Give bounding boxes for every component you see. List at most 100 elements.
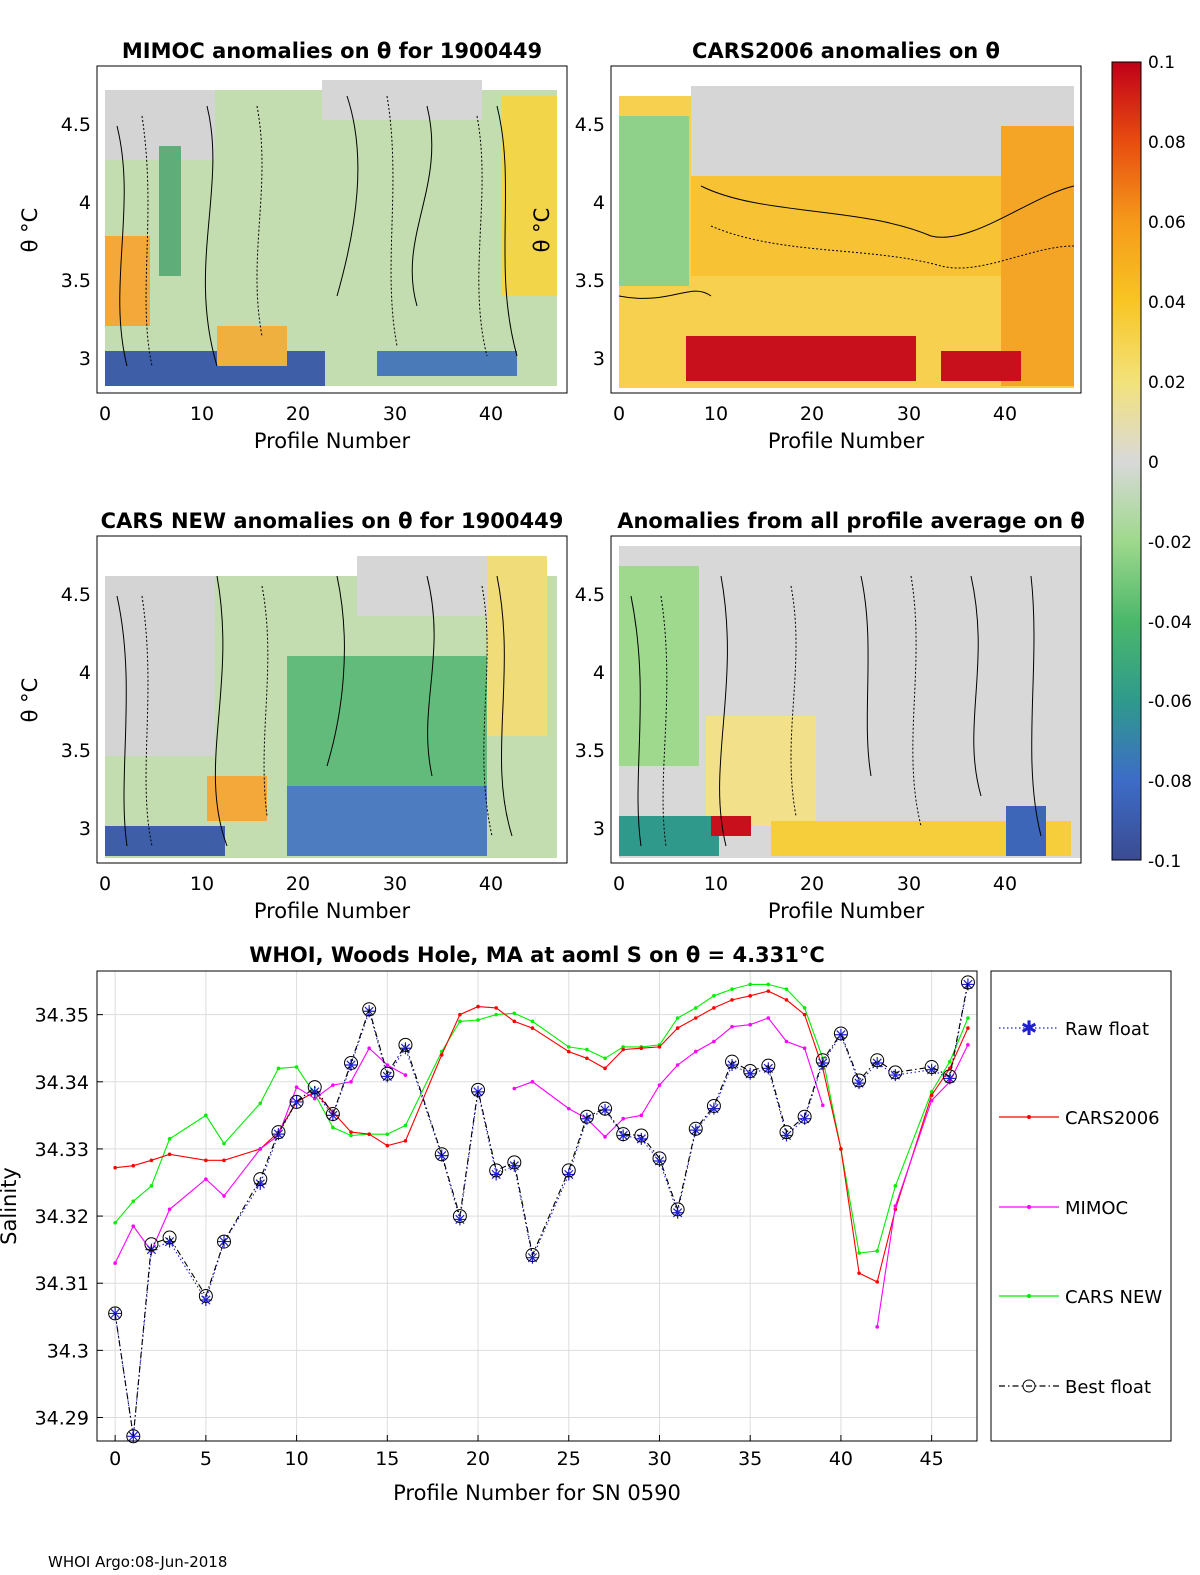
data-point-raw-float	[871, 1056, 884, 1069]
data-point-raw-float	[526, 1251, 539, 1264]
data-point-raw-float	[254, 1177, 267, 1190]
data-point-cars-new	[784, 987, 789, 991]
data-point-raw-float	[290, 1095, 303, 1108]
data-point-cars-new	[693, 1006, 698, 1010]
data-point-raw-float	[580, 1112, 593, 1125]
data-point-cars-new	[349, 1133, 353, 1138]
data-point-cars-new	[331, 1125, 335, 1130]
x-tick-label: 20	[466, 1448, 490, 1470]
x-tick-label: 45	[920, 1448, 944, 1470]
x-tick-label: 40	[479, 403, 503, 425]
data-point-best-float	[652, 1151, 667, 1166]
data-point-raw-float	[816, 1056, 829, 1069]
data-point-best-float	[471, 1082, 486, 1097]
data-point-raw-float	[272, 1128, 285, 1141]
data-point-cars-new	[712, 994, 716, 998]
data-point-cars-new	[149, 1184, 154, 1188]
x-tick-label: 0	[99, 873, 111, 895]
data-point-raw-float	[798, 1112, 811, 1125]
data-point-mimoc	[204, 1177, 208, 1181]
heatmap-band-blue	[287, 786, 487, 856]
heatmap-band-orange	[207, 776, 267, 821]
legend-entry-best-float: Best float	[999, 1377, 1151, 1398]
data-point-best-float	[579, 1109, 594, 1124]
data-point-cars-new	[748, 982, 752, 987]
heatmap-band-red	[711, 816, 751, 836]
y-tick-label: 4	[79, 662, 91, 684]
data-point-cars2006	[403, 1139, 408, 1143]
data-point-raw-float	[345, 1059, 358, 1071]
data-point-cars-new	[494, 1012, 498, 1017]
data-point-cars2006	[857, 1271, 861, 1275]
legend-label: MIMOC	[1065, 1198, 1128, 1219]
contour-line	[116, 95, 518, 367]
salinity-y-ticks: 34.29 34.3 34.31 34.32 34.33 34.34 34.35	[35, 1005, 103, 1430]
data-point-cars-new	[476, 1018, 480, 1022]
y-tick-label: 34.32	[35, 1206, 89, 1228]
panel-title-cars2006: CARS2006 anomalies on θ	[692, 39, 1000, 63]
data-point-best-float	[507, 1155, 522, 1170]
x-axis-label: Profile Number	[768, 899, 925, 923]
heatmap-band-red	[941, 351, 1021, 381]
x-tick-label: 0	[613, 873, 625, 895]
data-point-cars2006	[585, 1056, 589, 1061]
plot-frame	[610, 535, 1082, 864]
y-tick-label: 34.29	[35, 1408, 89, 1430]
panel-title-carsnew: CARS NEW anomalies on θ for 1900449	[101, 509, 564, 533]
salinity-y-axis-label: Salinity	[0, 1167, 21, 1245]
data-point-cars2006	[439, 1053, 444, 1057]
salinity-x-ticks: 0 5 10 15 20 25 30 35 40 45	[109, 1435, 944, 1470]
data-point-best-float	[362, 1002, 377, 1017]
data-point-best-float	[743, 1064, 758, 1079]
x-axis-label: Profile Number	[254, 429, 411, 453]
data-point-cars-new	[258, 1101, 263, 1106]
data-point-cars2006	[476, 1004, 480, 1009]
data-point-cars2006	[730, 998, 734, 1002]
data-point-mimoc	[966, 1043, 970, 1047]
data-point-cars-new	[294, 1065, 299, 1069]
x-tick-label: 5	[200, 1448, 212, 1470]
panel-title-allavg: Anomalies from all profile average on θ	[617, 509, 1085, 533]
data-point-best-float	[217, 1234, 232, 1249]
data-point-mimoc	[657, 1083, 662, 1087]
data-point-cars2006	[693, 1016, 698, 1020]
data-point-mimoc	[621, 1116, 625, 1121]
x-tick-label: 0	[109, 1448, 121, 1470]
data-point-mimoc	[820, 1103, 825, 1108]
y-tick-label: 3.5	[61, 270, 91, 292]
y-tick-label: 3	[79, 348, 91, 370]
legend-label: Raw float	[1065, 1019, 1149, 1040]
data-point-raw-float	[671, 1206, 684, 1219]
salinity-plot-area	[97, 971, 977, 1441]
data-point-best-float	[144, 1237, 159, 1252]
data-point-cars-new	[947, 1059, 952, 1064]
x-tick-label: 30	[383, 403, 407, 425]
y-axis-label: θ °C	[530, 208, 554, 253]
plot-frame	[96, 65, 568, 394]
data-point-cars2006	[621, 1047, 625, 1052]
data-point-mimoc	[784, 1039, 789, 1044]
data-point-best-float	[852, 1073, 867, 1088]
data-point-cars-new	[603, 1056, 607, 1061]
x-tick-label: 40	[479, 873, 503, 895]
y-tick-label: 4.5	[575, 584, 605, 606]
data-point-mimoc	[403, 1073, 408, 1077]
x-tick-label: 20	[800, 403, 824, 425]
data-point-best-float	[489, 1163, 504, 1178]
x-tick-label: 20	[286, 873, 310, 895]
data-point-raw-float	[943, 1072, 956, 1085]
legend-entry-cars-new: CARS NEW	[999, 1287, 1162, 1308]
data-point-best-float	[162, 1230, 177, 1245]
data-point-cars-new	[204, 1113, 208, 1118]
data-point-mimoc	[639, 1113, 644, 1118]
x-tick-labels: 0 10 20 30 40	[99, 873, 503, 895]
contour-line	[116, 575, 513, 847]
data-point-raw-float	[326, 1109, 339, 1122]
data-point-raw-float	[925, 1063, 938, 1076]
data-point-raw-float	[562, 1168, 575, 1181]
data-point-cars2006	[603, 1066, 607, 1071]
heatmap-band-orange	[217, 326, 287, 366]
data-point-best-float	[307, 1080, 322, 1095]
data-point-raw-float	[707, 1102, 720, 1115]
data-point-best-float	[670, 1202, 685, 1217]
